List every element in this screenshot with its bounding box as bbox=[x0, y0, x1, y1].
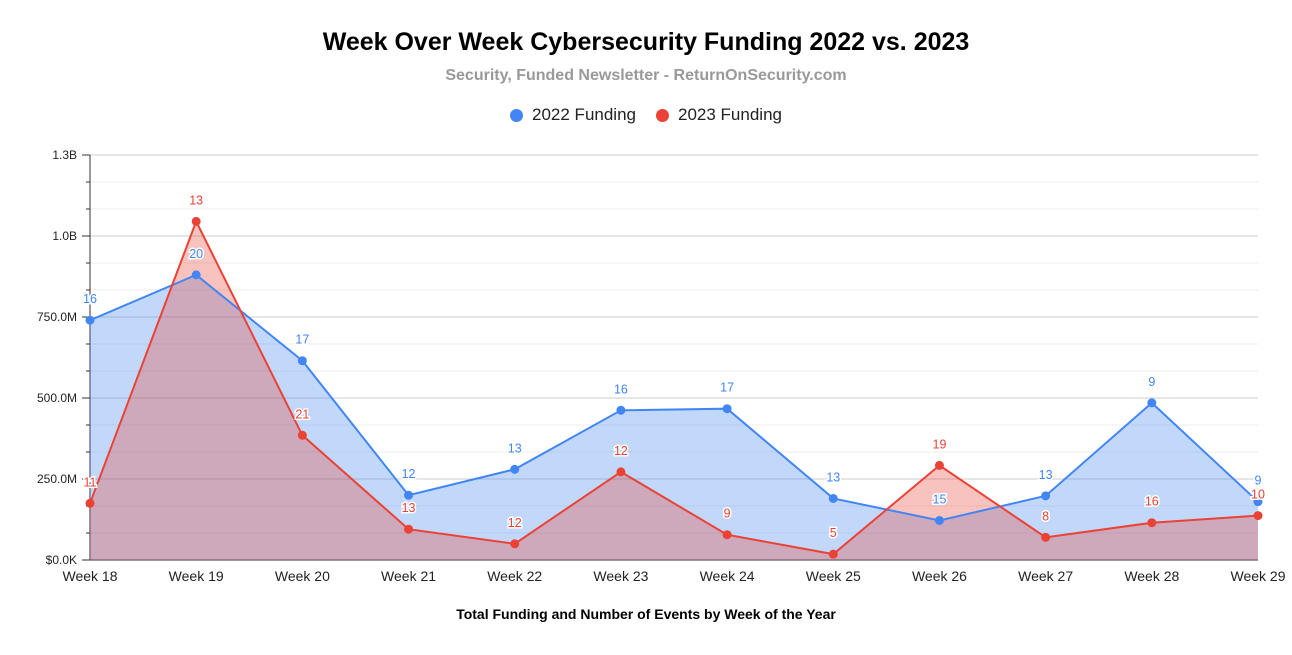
data-label-series-1: 10 bbox=[1251, 488, 1265, 502]
data-point-series-0 bbox=[85, 315, 95, 325]
data-label-series-0: 17 bbox=[295, 333, 309, 347]
x-tick-label: Week 25 bbox=[806, 568, 861, 584]
data-point-series-0 bbox=[828, 493, 838, 503]
data-label-series-0: 9 bbox=[1255, 474, 1262, 488]
data-point-series-1 bbox=[616, 467, 626, 477]
data-point-series-1 bbox=[404, 524, 414, 534]
data-label-series-1: 12 bbox=[614, 444, 628, 458]
data-point-series-1 bbox=[934, 460, 944, 470]
data-point-series-1 bbox=[191, 216, 201, 226]
data-label-series-1: 12 bbox=[508, 516, 522, 530]
data-point-series-1 bbox=[510, 539, 520, 549]
data-label-series-0: 16 bbox=[83, 292, 97, 306]
x-tick-label: Week 28 bbox=[1124, 568, 1179, 584]
x-tick-label: Week 18 bbox=[63, 568, 118, 584]
y-tick-label: 1.0B bbox=[52, 229, 77, 243]
legend-label-2023: 2023 Funding bbox=[678, 105, 782, 124]
data-label-series-0: 13 bbox=[508, 441, 522, 455]
data-label-series-0: 20 bbox=[189, 247, 203, 261]
data-point-series-0 bbox=[616, 405, 626, 415]
legend: 2022 Funding 2023 Funding bbox=[0, 105, 1292, 125]
data-label-series-1: 13 bbox=[189, 193, 203, 207]
x-axis-title: Total Funding and Number of Events by We… bbox=[456, 606, 836, 622]
line-series-1 bbox=[89, 218, 1259, 556]
y-tick-label: 750.0M bbox=[37, 310, 77, 324]
x-tick-label: Week 24 bbox=[700, 568, 755, 584]
data-label-series-1: 21 bbox=[295, 407, 309, 421]
data-point-series-1 bbox=[297, 430, 307, 440]
data-label-series-1: 19 bbox=[933, 437, 947, 451]
data-label-series-1: 9 bbox=[724, 507, 731, 521]
data-point-series-0 bbox=[510, 464, 520, 474]
y-tick-label: $0.0K bbox=[46, 553, 77, 567]
data-point-series-0 bbox=[297, 356, 307, 366]
legend-dot-2022-icon bbox=[510, 108, 524, 122]
data-label-series-0: 17 bbox=[720, 381, 734, 395]
x-tick-label: Week 23 bbox=[593, 568, 648, 584]
area-series-1 bbox=[90, 221, 1258, 561]
legend-dot-2023-icon bbox=[656, 108, 669, 122]
data-point-series-0 bbox=[1147, 398, 1157, 408]
x-tick-label: Week 19 bbox=[169, 568, 224, 584]
area-series-0 bbox=[90, 274, 1258, 560]
data-label-series-1: 13 bbox=[402, 501, 416, 515]
x-tick-label: Week 22 bbox=[487, 568, 542, 584]
data-point-series-0 bbox=[934, 515, 944, 525]
data-label-series-0: 13 bbox=[1039, 468, 1053, 482]
data-label-series-0: 15 bbox=[933, 492, 947, 506]
line-series-0 bbox=[89, 273, 1259, 522]
x-tick-label: Week 20 bbox=[275, 568, 330, 584]
data-point-series-1 bbox=[85, 498, 95, 508]
data-point-series-0 bbox=[191, 270, 201, 280]
data-point-series-1 bbox=[722, 530, 732, 540]
x-tick-label: Week 29 bbox=[1231, 568, 1286, 584]
y-tick-label: 500.0M bbox=[37, 391, 77, 405]
data-label-series-1: 8 bbox=[1042, 509, 1049, 523]
data-point-series-0 bbox=[1041, 491, 1051, 501]
data-point-series-0 bbox=[404, 490, 414, 500]
data-label-series-0: 16 bbox=[614, 382, 628, 396]
legend-label-2022: 2022 Funding bbox=[532, 105, 636, 124]
x-tick-label: Week 21 bbox=[381, 568, 436, 584]
legend-item-2023[interactable]: 2023 Funding bbox=[656, 105, 782, 125]
y-tick-label: 1.3B bbox=[52, 148, 77, 162]
data-point-series-0 bbox=[1253, 497, 1263, 507]
data-point-series-0 bbox=[722, 404, 732, 414]
data-point-series-1 bbox=[1041, 532, 1051, 542]
chart-title: Week Over Week Cybersecurity Funding 202… bbox=[322, 28, 970, 56]
data-point-series-1 bbox=[1147, 518, 1157, 528]
data-label-series-0: 9 bbox=[1148, 375, 1155, 389]
data-label-series-0: 12 bbox=[402, 467, 416, 481]
x-tick-label: Week 26 bbox=[912, 568, 967, 584]
chart-subtitle: Security, Funded Newsletter - ReturnOnSe… bbox=[445, 67, 847, 84]
y-tick-label: 250.0M bbox=[37, 472, 77, 486]
legend-item-2022[interactable]: 2022 Funding bbox=[510, 105, 636, 125]
x-tick-label: Week 27 bbox=[1018, 568, 1073, 584]
data-point-series-1 bbox=[828, 549, 838, 559]
data-point-series-1 bbox=[1253, 511, 1263, 521]
data-label-series-0: 13 bbox=[826, 470, 840, 484]
data-label-series-1: 5 bbox=[830, 526, 837, 540]
data-label-series-1: 11 bbox=[84, 475, 97, 489]
data-label-series-1: 16 bbox=[1145, 495, 1159, 509]
